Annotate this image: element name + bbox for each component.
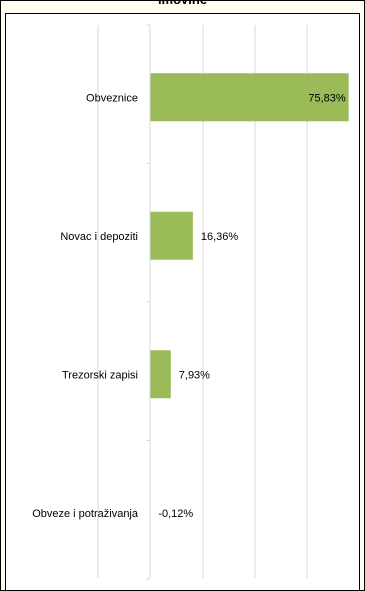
category-label-1: Novac i depoziti: [60, 231, 138, 243]
bar-0: [150, 73, 349, 122]
value-label-2: 7,93%: [179, 369, 210, 381]
value-label-3: -0,12%: [158, 508, 193, 520]
bar-1: [150, 211, 193, 260]
bar-2: [150, 350, 171, 399]
value-label-0: 75,83%: [308, 92, 346, 104]
category-label-3: Obveze i potraživanja: [32, 508, 139, 520]
category-label-2: Trezorski zapisi: [62, 369, 138, 381]
value-label-1: 16,36%: [201, 231, 239, 243]
category-label-0: Obveznice: [86, 92, 138, 104]
chart-title: imovine: [0, 0, 365, 7]
